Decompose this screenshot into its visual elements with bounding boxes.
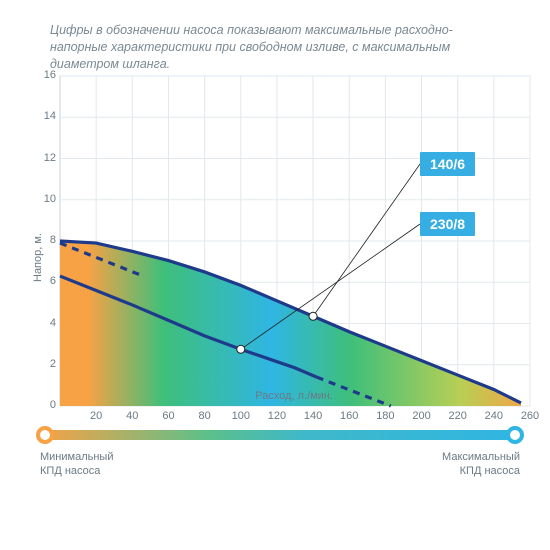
xtick: 260 xyxy=(518,410,542,422)
legend-min-line1: Минимальный xyxy=(40,451,113,463)
pump-chart: 0246810121416204060801001201401601802002… xyxy=(0,66,550,426)
ytick: 14 xyxy=(36,110,56,122)
callout-140-6: 140/6 xyxy=(420,152,475,176)
efficiency-legend: Минимальный КПД насоса Максимальный КПД … xyxy=(40,430,520,440)
legend-gradient-bar xyxy=(40,430,520,440)
xtick: 60 xyxy=(156,410,180,422)
legend-min-label: Минимальный КПД насоса xyxy=(40,450,113,479)
xtick: 200 xyxy=(410,410,434,422)
xtick: 20 xyxy=(84,410,108,422)
legend-min-line2: КПД насоса xyxy=(40,465,100,477)
xtick: 240 xyxy=(482,410,506,422)
ytick: 10 xyxy=(36,193,56,205)
root: Цифры в обозначении насоса показывают ма… xyxy=(0,0,550,550)
legend-min-dot xyxy=(36,426,54,444)
legend-max-label: Максимальный КПД насоса xyxy=(442,450,520,479)
xtick: 80 xyxy=(193,410,217,422)
y-axis-label: Напор, м. xyxy=(32,233,44,282)
ytick: 4 xyxy=(36,317,56,329)
xtick: 40 xyxy=(120,410,144,422)
ytick: 2 xyxy=(36,358,56,370)
x-axis-label: Расход, л./мин. xyxy=(255,390,333,402)
ytick: 12 xyxy=(36,152,56,164)
callout-230-8: 230/8 xyxy=(420,212,475,236)
legend-max-dot xyxy=(506,426,524,444)
legend-max-line1: Максимальный xyxy=(442,451,520,463)
xtick: 100 xyxy=(229,410,253,422)
xtick: 220 xyxy=(446,410,470,422)
xtick: 160 xyxy=(337,410,361,422)
xtick: 180 xyxy=(373,410,397,422)
ytick: 0 xyxy=(36,399,56,411)
chart-svg xyxy=(0,66,550,426)
legend-max-line2: КПД насоса xyxy=(460,465,520,477)
ytick: 16 xyxy=(36,69,56,81)
xtick: 140 xyxy=(301,410,325,422)
xtick: 120 xyxy=(265,410,289,422)
